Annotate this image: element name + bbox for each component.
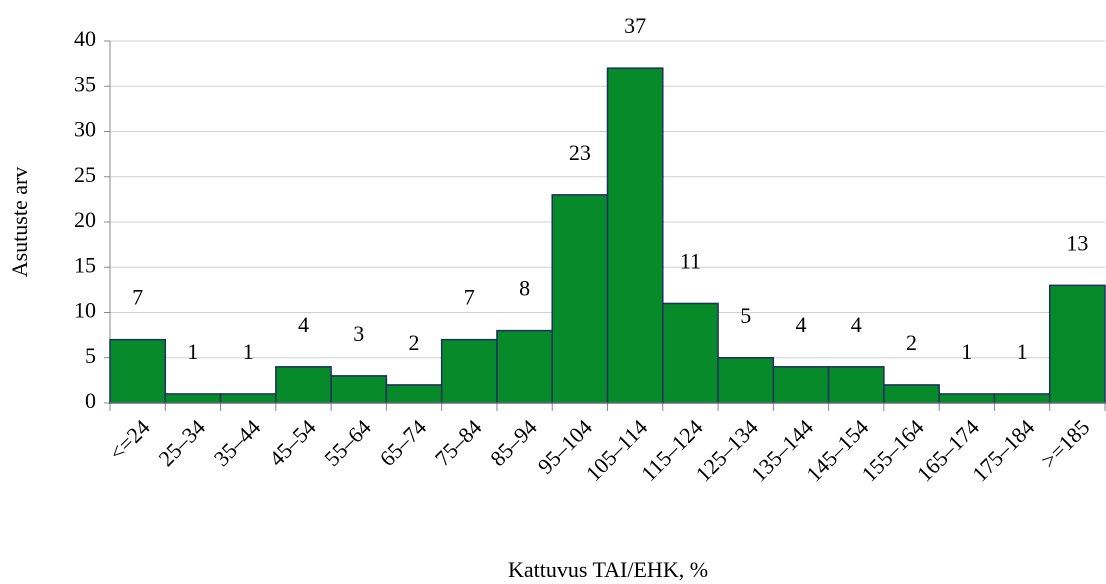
bar bbox=[772, 366, 830, 404]
y-tick-label: 10 bbox=[74, 298, 96, 323]
data-label: 1 bbox=[187, 339, 198, 364]
data-label: 1 bbox=[1017, 339, 1028, 364]
data-label: 1 bbox=[961, 339, 972, 364]
data-label: 5 bbox=[740, 303, 751, 328]
x-tick-label: <=24 bbox=[104, 414, 155, 465]
y-tick-label: 40 bbox=[74, 26, 96, 51]
data-label: 2 bbox=[409, 330, 420, 355]
bar bbox=[219, 393, 277, 404]
data-label: 11 bbox=[680, 248, 701, 273]
x-tick-label: 55–64 bbox=[319, 414, 376, 471]
x-tick-label: 25–34 bbox=[153, 414, 210, 471]
x-tick-label: 45–54 bbox=[264, 414, 321, 471]
bar bbox=[496, 329, 553, 404]
x-tick-label: 35–44 bbox=[209, 414, 266, 471]
bar bbox=[938, 393, 996, 404]
x-tick-label: 75–84 bbox=[430, 414, 487, 471]
data-label: 23 bbox=[569, 140, 591, 165]
bar bbox=[385, 384, 443, 404]
data-label: 2 bbox=[906, 330, 917, 355]
y-tick-label: 20 bbox=[74, 207, 96, 232]
y-tick-label: 30 bbox=[74, 117, 96, 142]
bar bbox=[275, 366, 332, 404]
y-tick-label: 5 bbox=[85, 343, 96, 368]
x-axis-title: Kattuvus TAI/EHK, % bbox=[508, 557, 708, 582]
data-label: 1 bbox=[243, 339, 254, 364]
y-tick-label: 15 bbox=[74, 252, 96, 277]
data-label: 4 bbox=[851, 312, 862, 337]
x-tick-label: 65–74 bbox=[375, 414, 432, 471]
bar bbox=[717, 357, 775, 404]
data-label: 4 bbox=[795, 312, 806, 337]
bar bbox=[440, 338, 498, 404]
data-label: 8 bbox=[519, 276, 530, 301]
bar bbox=[109, 338, 167, 404]
y-tick-label: 35 bbox=[74, 71, 96, 96]
y-tick-label: 0 bbox=[85, 388, 96, 413]
bar bbox=[606, 67, 664, 404]
bar bbox=[662, 302, 719, 404]
y-axis-title: Asutuste arv bbox=[7, 167, 32, 278]
bar bbox=[993, 393, 1051, 404]
bar bbox=[827, 366, 885, 404]
bar bbox=[164, 393, 222, 404]
bar bbox=[330, 375, 388, 404]
data-label: 7 bbox=[132, 285, 143, 310]
data-label: 3 bbox=[353, 321, 364, 346]
x-tick-label: 175–184 bbox=[967, 414, 1039, 486]
bar bbox=[883, 384, 940, 404]
bar bbox=[1048, 284, 1106, 404]
data-label: 13 bbox=[1066, 230, 1088, 255]
data-label: 7 bbox=[464, 285, 475, 310]
bar bbox=[551, 194, 609, 404]
y-tick-label: 25 bbox=[74, 162, 96, 187]
x-tick-label: >=185 bbox=[1036, 414, 1095, 473]
data-label: 4 bbox=[298, 312, 309, 337]
data-label: 37 bbox=[624, 13, 646, 38]
